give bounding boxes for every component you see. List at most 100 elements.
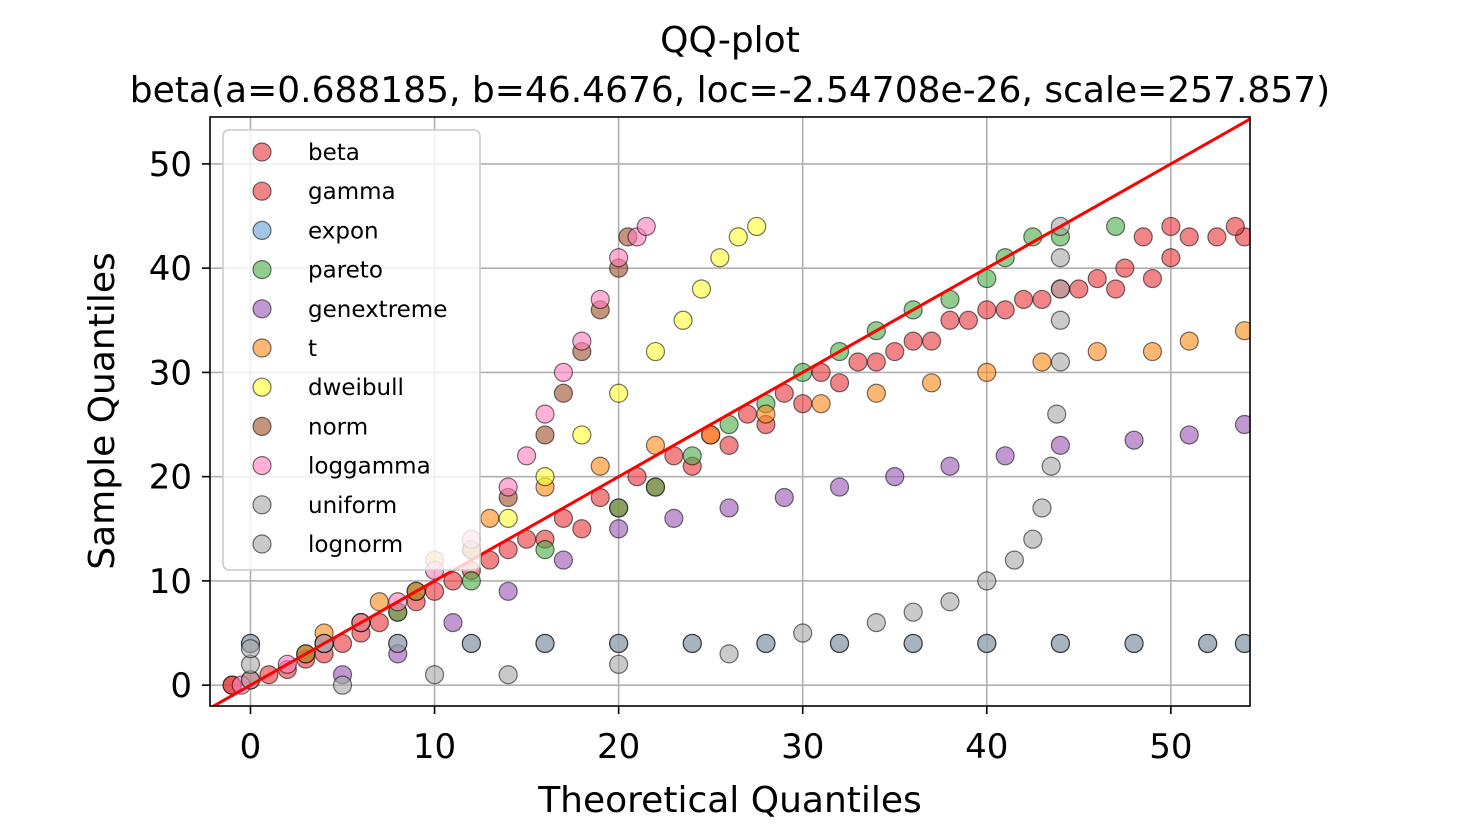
point-lognorm bbox=[1041, 456, 1061, 476]
point-beta bbox=[719, 435, 739, 455]
point-uniform bbox=[1234, 633, 1250, 654]
point-uniform bbox=[535, 633, 555, 654]
point-uniform bbox=[903, 633, 923, 654]
series-pareto bbox=[314, 216, 1126, 654]
point-norm bbox=[535, 425, 555, 445]
point-beta bbox=[940, 310, 960, 330]
point-genextreme bbox=[1234, 414, 1250, 435]
legend-label: lognorm bbox=[308, 532, 403, 558]
legend-marker bbox=[252, 181, 272, 201]
point-gamma bbox=[1161, 216, 1181, 237]
point-gamma bbox=[1142, 268, 1163, 289]
point-gamma bbox=[1225, 216, 1245, 237]
x-tick-label: 0 bbox=[240, 727, 262, 767]
point-uniform bbox=[829, 633, 850, 654]
point-loggamma bbox=[572, 331, 592, 351]
legend-item-dweibull: dweibull bbox=[252, 375, 404, 401]
point-dweibull bbox=[747, 216, 767, 237]
legend-item-gamma: gamma bbox=[252, 179, 396, 205]
point-uniform bbox=[461, 633, 481, 654]
point-genextreme bbox=[829, 477, 850, 497]
point-lognorm bbox=[609, 654, 629, 674]
legend-marker bbox=[252, 534, 272, 554]
point-pareto bbox=[461, 571, 481, 591]
point-uniform bbox=[1198, 633, 1218, 654]
legend-item-beta: beta bbox=[252, 140, 360, 166]
point-genextreme bbox=[774, 487, 794, 508]
point-pareto bbox=[609, 498, 629, 518]
point-beta bbox=[1133, 227, 1153, 247]
point-lognorm bbox=[1050, 352, 1071, 372]
point-uniform bbox=[609, 633, 629, 654]
legend-marker bbox=[252, 377, 272, 397]
point-beta bbox=[1161, 248, 1181, 268]
point-lognorm bbox=[1050, 279, 1071, 299]
point-dweibull bbox=[673, 310, 693, 330]
legend-box bbox=[222, 129, 481, 571]
legend-label: gamma bbox=[308, 179, 396, 205]
point-uniform bbox=[1050, 633, 1071, 654]
point-gamma bbox=[958, 310, 978, 330]
point-dweibull bbox=[645, 341, 666, 362]
y-axis-ticks: 0 10 20 30 40 50 bbox=[149, 145, 210, 706]
point-genextreme bbox=[995, 446, 1015, 466]
point-beta bbox=[1087, 268, 1107, 289]
point-loggamma bbox=[535, 404, 555, 424]
x-tick-label: 50 bbox=[1149, 727, 1192, 767]
point-beta bbox=[1013, 289, 1034, 310]
point-genextreme bbox=[443, 613, 463, 633]
point-lognorm bbox=[793, 623, 813, 643]
y-tick-label: 0 bbox=[170, 666, 192, 706]
series-loggamma bbox=[231, 216, 656, 695]
point-t bbox=[866, 383, 886, 403]
point-genextreme bbox=[1124, 430, 1144, 450]
point-pareto bbox=[535, 540, 555, 560]
point-pareto bbox=[1106, 216, 1126, 237]
point-genextreme bbox=[553, 550, 574, 570]
legend-label: uniform bbox=[308, 493, 397, 519]
point-t bbox=[1234, 321, 1250, 341]
point-beta bbox=[1115, 258, 1135, 278]
point-lognorm bbox=[498, 665, 518, 685]
point-lognorm bbox=[1047, 404, 1067, 424]
point-loggamma bbox=[517, 446, 537, 466]
point-beta bbox=[977, 300, 997, 320]
legend-item-loggamma: loggamma bbox=[252, 454, 431, 480]
point-genextreme bbox=[609, 519, 629, 539]
chart-subtitle: beta(a=0.688185, b=46.4676, loc=-2.54708… bbox=[130, 70, 1330, 111]
point-lognorm bbox=[866, 613, 886, 633]
point-genextreme bbox=[498, 581, 518, 601]
point-t bbox=[1087, 341, 1107, 362]
point-lognorm bbox=[977, 571, 997, 591]
point-pareto bbox=[645, 477, 666, 497]
point-genextreme bbox=[1050, 435, 1071, 455]
point-norm bbox=[553, 383, 574, 403]
point-lognorm bbox=[332, 675, 353, 695]
reference-line bbox=[210, 117, 1250, 706]
point-lognorm bbox=[1050, 310, 1071, 330]
point-beta bbox=[572, 519, 592, 539]
point-dweibull bbox=[609, 383, 629, 403]
y-tick-label: 40 bbox=[149, 249, 192, 289]
point-lognorm bbox=[1032, 498, 1052, 518]
legend-label: pareto bbox=[308, 258, 383, 284]
legend-marker bbox=[252, 456, 272, 476]
y-tick-label: 50 bbox=[149, 145, 192, 185]
point-uniform bbox=[1124, 633, 1144, 654]
legend-label: beta bbox=[308, 140, 360, 166]
chart-title: QQ-plot bbox=[660, 20, 800, 61]
point-loggamma bbox=[609, 248, 629, 268]
point-lognorm bbox=[940, 592, 960, 612]
legend-marker bbox=[252, 495, 272, 515]
point-dweibull bbox=[572, 425, 592, 445]
legend-marker bbox=[252, 260, 272, 280]
legend-item-t: t bbox=[252, 336, 317, 362]
legend-label: loggamma bbox=[308, 454, 431, 480]
point-dweibull bbox=[728, 227, 748, 247]
y-axis-label: Sample Quantiles bbox=[82, 252, 123, 569]
point-gamma bbox=[885, 341, 905, 362]
point-pareto bbox=[682, 446, 702, 466]
point-beta bbox=[829, 373, 850, 393]
point-t bbox=[811, 394, 831, 414]
